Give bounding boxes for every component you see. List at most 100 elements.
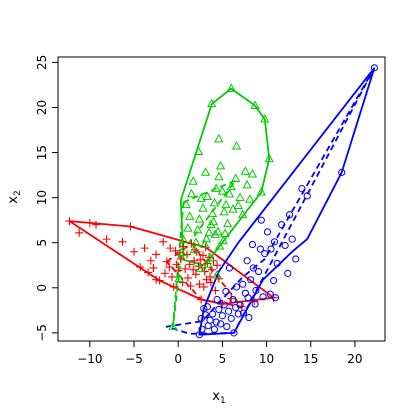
plus-point [174, 266, 183, 275]
circle-point [273, 259, 281, 268]
plus-point [192, 247, 201, 256]
circle-point [338, 168, 346, 177]
triangle-point [188, 176, 198, 185]
plus-point [92, 220, 101, 229]
x-axis-label: x1 [212, 389, 225, 406]
plus-point [85, 218, 94, 227]
circle-point [201, 311, 210, 319]
circle-point [230, 329, 238, 337]
circle-point [255, 267, 263, 276]
plus-point [227, 294, 236, 303]
circle-point [251, 300, 259, 308]
plus-point [162, 257, 171, 266]
circle-point [203, 303, 211, 311]
circle-point [223, 322, 231, 331]
triangle-point [195, 263, 205, 273]
triangle-point [256, 186, 266, 196]
plus-point [130, 247, 139, 256]
circle-point [204, 322, 212, 330]
circle-point [257, 216, 265, 224]
circle-point [271, 294, 280, 302]
y-tick-label: 10 [35, 190, 49, 205]
plus-point [218, 300, 227, 309]
circle-point [288, 235, 296, 243]
triangle-point [205, 252, 215, 262]
y-tick-label: 25 [35, 55, 49, 70]
triangle-point [224, 188, 235, 198]
plus-point [65, 217, 74, 226]
triangle-point [204, 227, 214, 237]
circle-point [239, 280, 247, 288]
plus-point [183, 273, 192, 282]
x-tick-label: −5 [125, 352, 143, 366]
plus-point [102, 235, 111, 244]
triangle-point [178, 234, 189, 244]
triangle-point [207, 98, 217, 108]
plus-point [206, 272, 215, 281]
circle-point [370, 64, 378, 72]
triangle-point [264, 153, 274, 163]
hull-outline-dashed [165, 67, 376, 335]
triangle-point [191, 237, 201, 247]
plus-point [144, 268, 153, 277]
plus-point [195, 280, 204, 289]
triangle-point [247, 168, 258, 178]
circle-point [256, 245, 264, 253]
circle-point [232, 283, 241, 291]
y-tick-label: 20 [35, 100, 49, 115]
triangle-point [192, 224, 203, 234]
plus-point [146, 256, 155, 265]
triangle-point [250, 100, 260, 109]
circle-point [247, 276, 255, 284]
circle-point [215, 305, 223, 314]
triangle-point [214, 171, 224, 181]
plus-point [178, 278, 187, 287]
y-tick-label: 5 [35, 239, 49, 247]
triangle-point [200, 239, 210, 248]
circle-point [227, 314, 235, 323]
triangle-point [202, 191, 212, 201]
plus-point [75, 228, 84, 237]
plus-point [168, 272, 177, 281]
triangle-point [235, 192, 245, 201]
triangle-point [209, 197, 220, 207]
circle-point [222, 287, 230, 296]
triangle-point [226, 83, 236, 92]
triangle-point [200, 167, 211, 176]
plus-point [118, 237, 127, 246]
triangle-point [242, 179, 252, 189]
plus-point [165, 263, 174, 272]
x-axis-label-subscript: 1 [220, 396, 226, 406]
circle-point [232, 304, 240, 312]
circle-point [234, 310, 242, 318]
plus-point [152, 275, 161, 284]
circle-point [266, 290, 274, 298]
circle-point [239, 309, 248, 317]
triangle-point [203, 259, 213, 268]
y-axis-label-subscript: 2 [13, 190, 23, 196]
circle-point [200, 304, 208, 313]
circle-point [292, 255, 300, 263]
plus-point [183, 250, 192, 259]
plus-point [186, 282, 195, 291]
triangle-point [208, 208, 218, 218]
triangle-point [189, 244, 199, 254]
triangle-point [217, 186, 228, 195]
triangle-point [220, 228, 230, 238]
plus-point [179, 242, 188, 251]
circle-point [243, 257, 251, 265]
plus-point [181, 264, 190, 273]
y-tick-label: 15 [35, 145, 49, 160]
triangle-point [231, 173, 241, 183]
triangle-point [174, 273, 184, 283]
plus-point [140, 244, 149, 253]
plus-point [191, 270, 200, 279]
plus-point [176, 254, 185, 263]
triangle-point [194, 214, 205, 223]
plus-point [136, 263, 145, 272]
plus-point [149, 263, 158, 272]
y-axis-label: x2 [6, 190, 23, 203]
plus-point [190, 256, 199, 265]
triangle-point [226, 181, 236, 191]
plus-point [159, 237, 168, 246]
